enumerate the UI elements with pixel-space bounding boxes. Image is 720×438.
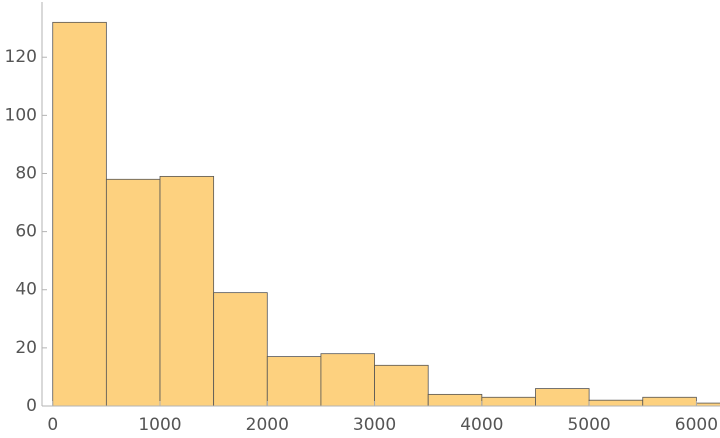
bar bbox=[52, 21, 107, 407]
y-tick-label: 100 bbox=[5, 105, 37, 125]
x-tick-label: 6000 bbox=[675, 415, 718, 435]
bar bbox=[213, 292, 268, 407]
y-tick-label: 20 bbox=[15, 338, 37, 358]
bar bbox=[642, 396, 697, 407]
bar bbox=[481, 396, 536, 407]
bar bbox=[105, 178, 161, 407]
bar bbox=[588, 399, 644, 407]
y-tick-label: 80 bbox=[15, 163, 37, 183]
x-tick-label: 5000 bbox=[567, 415, 610, 435]
y-tick-label: 120 bbox=[5, 47, 37, 67]
bars bbox=[52, 21, 720, 407]
x-tick-label: 2000 bbox=[246, 415, 289, 435]
bar bbox=[266, 356, 322, 407]
bar bbox=[427, 393, 483, 407]
x-tick-label: 3000 bbox=[353, 415, 396, 435]
bar bbox=[320, 353, 375, 407]
bar bbox=[535, 388, 590, 407]
x-tick-label: 1000 bbox=[138, 415, 181, 435]
bar bbox=[159, 175, 215, 407]
x-tick-label: 4000 bbox=[460, 415, 503, 435]
x-tick-label: 0 bbox=[47, 415, 58, 435]
y-tick-label: 40 bbox=[15, 280, 37, 300]
bar bbox=[374, 364, 429, 407]
y-tick-label: 60 bbox=[15, 222, 37, 242]
y-tick-label: 0 bbox=[26, 396, 37, 416]
